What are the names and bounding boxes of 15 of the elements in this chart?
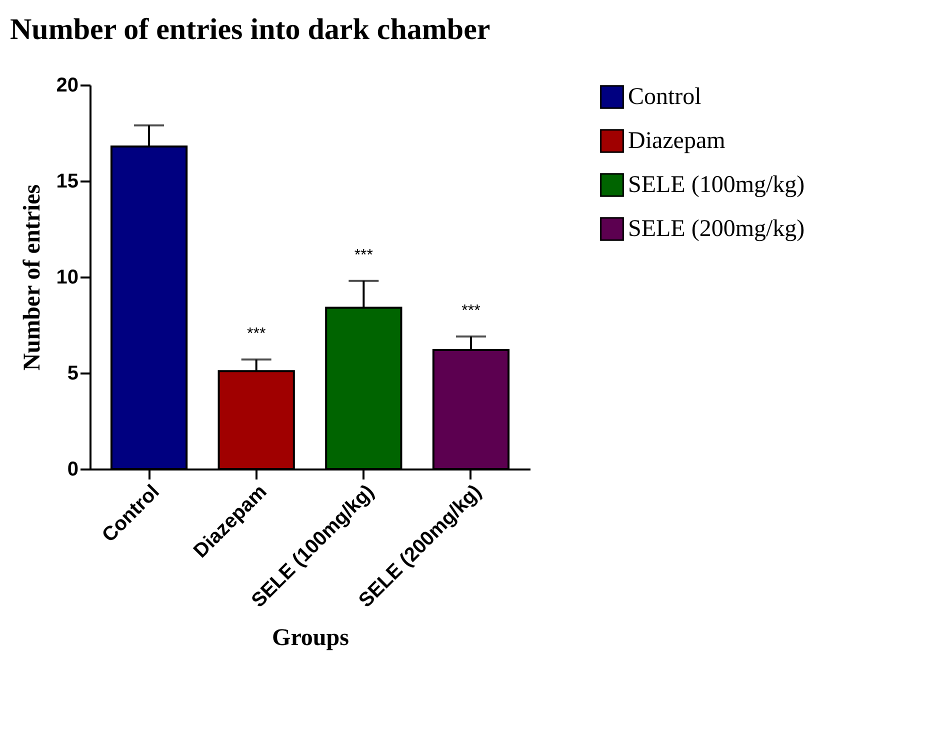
chart-title: Number of entries into dark chamber	[10, 13, 490, 46]
legend-label: Diazepam	[628, 128, 726, 154]
y-tick-label: 20	[56, 74, 78, 96]
y-axis-title: Number of entries	[19, 184, 46, 371]
annotation: ***	[354, 246, 373, 264]
y-tick-label: 10	[56, 266, 78, 288]
y-tick-label: 15	[56, 170, 78, 192]
legend-label: SELE (200mg/kg)	[628, 216, 805, 242]
annotation: ***	[462, 302, 480, 320]
y-tick-label: 0	[67, 458, 78, 480]
legend-label: SELE (100mg/kg)	[628, 172, 805, 198]
x-axis-title: Groups	[272, 625, 349, 652]
legend-label: Control	[628, 84, 702, 110]
y-tick-label: 5	[67, 362, 78, 384]
annotation: ***	[247, 326, 266, 343]
